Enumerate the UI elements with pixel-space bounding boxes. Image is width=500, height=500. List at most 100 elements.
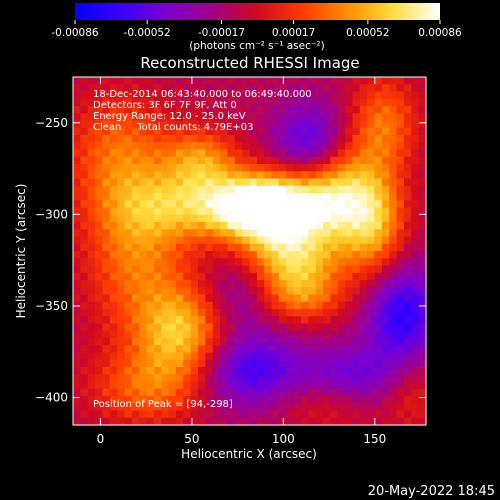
heatmap-cell: [205, 113, 214, 122]
heatmap-cell: [242, 294, 251, 303]
heatmap-cell: [330, 149, 339, 158]
heatmap-cell: [131, 84, 140, 93]
heatmap-cell: [345, 106, 354, 114]
heatmap-cell: [256, 171, 265, 180]
heatmap-cell: [323, 120, 331, 129]
heatmap-cell: [109, 164, 118, 172]
heatmap-cell: [175, 106, 184, 114]
heatmap-cell: [367, 287, 376, 296]
heatmap-cell: [264, 309, 273, 317]
heatmap-cell: [396, 367, 405, 375]
heatmap-cell: [80, 381, 89, 390]
heatmap-cell: [278, 374, 287, 383]
heatmap-cell: [109, 388, 118, 397]
heatmap-cell: [345, 178, 354, 187]
heatmap-cell: [124, 280, 133, 288]
heatmap-cell: [359, 272, 368, 281]
heatmap-cell: [227, 77, 236, 85]
heatmap-cell: [131, 229, 140, 238]
heatmap-cell: [175, 142, 184, 151]
heatmap-cell: [367, 374, 376, 383]
heatmap-cell: [198, 287, 206, 296]
heatmap-cell: [80, 309, 89, 317]
heatmap-cell: [345, 338, 354, 346]
heatmap-cell: [271, 98, 280, 107]
heatmap-cell: [220, 171, 229, 180]
heatmap-cell: [205, 98, 214, 107]
heatmap-cell: [367, 207, 376, 216]
heatmap-cell: [183, 309, 192, 317]
heatmap-cell: [190, 171, 199, 180]
heatmap-cell: [168, 388, 177, 397]
heatmap-cell: [102, 91, 111, 100]
heatmap-cell: [146, 178, 155, 187]
heatmap-cell: [271, 135, 280, 143]
heatmap-cell: [198, 185, 206, 194]
heatmap-cell: [153, 185, 162, 194]
heatmap-cell: [198, 323, 206, 332]
heatmap-cell: [212, 156, 221, 165]
heatmap-cell: [286, 156, 295, 165]
heatmap-cell: [249, 193, 258, 201]
heatmap-cell: [139, 214, 148, 223]
x-tick-label: 0: [97, 432, 105, 446]
heatmap-cell: [300, 410, 309, 419]
heatmap-cell: [227, 120, 236, 129]
heatmap-cell: [139, 120, 148, 129]
heatmap-cell: [175, 410, 184, 419]
heatmap-cell: [153, 127, 162, 136]
heatmap-cell: [234, 106, 243, 114]
heatmap-cell: [73, 316, 81, 325]
heatmap-cell: [293, 309, 302, 317]
heatmap-cell: [256, 301, 265, 310]
heatmap-cell: [249, 338, 258, 346]
heatmap-cell: [418, 272, 427, 281]
heatmap-cell: [249, 142, 258, 151]
heatmap-cell: [418, 345, 427, 354]
heatmap-cell: [249, 229, 258, 238]
heatmap-cell: [153, 164, 162, 172]
heatmap-cell: [352, 338, 361, 346]
heatmap-cell: [300, 381, 309, 390]
heatmap-cell: [146, 396, 155, 404]
heatmap-cell: [352, 135, 361, 143]
heatmap-cell: [300, 294, 309, 303]
heatmap-cell: [73, 77, 81, 85]
heatmap-cell: [117, 352, 126, 361]
heatmap-cell: [80, 388, 89, 397]
heatmap-cell: [256, 403, 265, 412]
heatmap-cell: [153, 243, 162, 252]
heatmap-cell: [330, 207, 339, 216]
chart-title: Reconstructed RHESSI Image: [140, 54, 359, 72]
heatmap-cell: [271, 388, 280, 397]
heatmap-cell: [139, 309, 148, 317]
heatmap-cell: [190, 309, 199, 317]
heatmap-cell: [87, 229, 96, 238]
heatmap-cell: [352, 417, 361, 426]
heatmap-cell: [102, 229, 111, 238]
heatmap-cell: [337, 338, 346, 346]
heatmap-cell: [308, 330, 317, 339]
heatmap-cell: [293, 135, 302, 143]
heatmap-cell: [109, 178, 118, 187]
heatmap-cell: [286, 359, 295, 368]
heatmap-cell: [205, 207, 214, 216]
heatmap-cell: [381, 236, 390, 245]
heatmap-cell: [212, 287, 221, 296]
heatmap-cell: [367, 309, 376, 317]
heatmap-cell: [345, 127, 354, 136]
heatmap-cell: [175, 251, 184, 259]
heatmap-cell: [227, 309, 236, 317]
heatmap-cell: [359, 301, 368, 310]
heatmap-cell: [249, 185, 258, 194]
heatmap-cell: [264, 236, 273, 245]
heatmap-cell: [175, 193, 184, 201]
heatmap-cell: [80, 359, 89, 368]
heatmap-cell: [367, 280, 376, 288]
heatmap-cell: [109, 367, 118, 375]
heatmap-cell: [271, 149, 280, 158]
heatmap-cell: [337, 287, 346, 296]
heatmap-cell: [330, 229, 339, 238]
heatmap-cell: [131, 265, 140, 274]
